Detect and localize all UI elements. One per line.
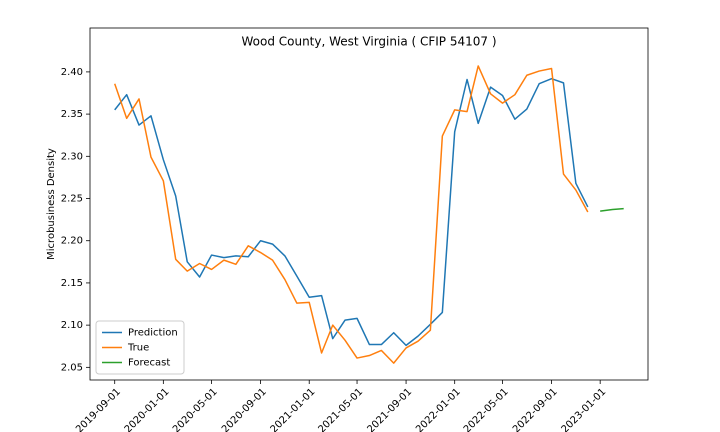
legend-label: Prediction xyxy=(128,328,178,339)
y-axis-label: Microbusiness Density xyxy=(46,148,57,260)
y-tick-label: 2.10 xyxy=(61,320,83,331)
legend-label: True xyxy=(127,343,149,354)
line xyxy=(114,65,589,364)
legend-box xyxy=(95,320,185,375)
y-tick-label: 2.15 xyxy=(61,278,83,289)
y-tick-label: 2.20 xyxy=(61,236,83,247)
plot-frame xyxy=(89,27,649,381)
y-tick-label: 2.30 xyxy=(61,151,83,162)
line xyxy=(114,77,589,347)
y-tick-label: 2.25 xyxy=(61,194,83,205)
y-tick-label: 2.35 xyxy=(61,109,83,120)
legend-label: Forecast xyxy=(128,358,170,369)
y-tick-label: 2.05 xyxy=(61,362,83,373)
line xyxy=(600,207,624,212)
chart-title: Wood County, West Virginia ( CFIP 54107 … xyxy=(241,35,496,49)
y-tick-label: 2.40 xyxy=(61,67,83,78)
